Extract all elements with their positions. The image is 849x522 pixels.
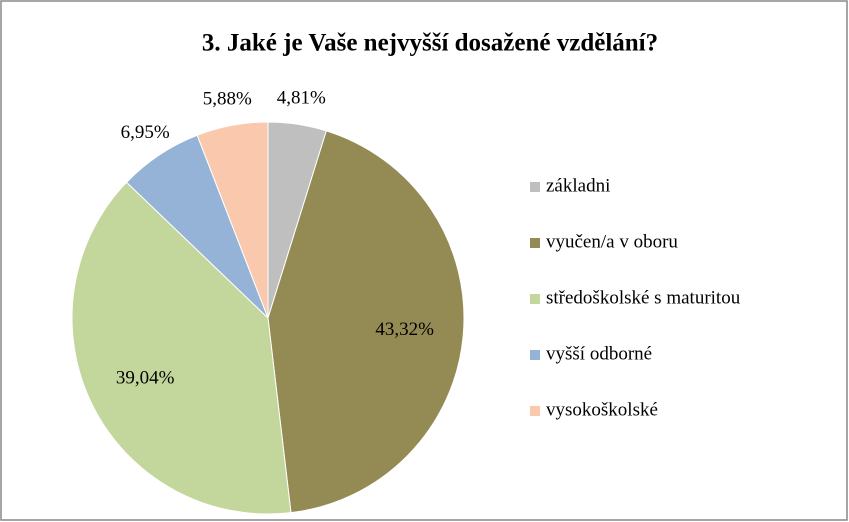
pie-slice bbox=[196, 121, 269, 319]
legend-swatch bbox=[530, 406, 540, 416]
legend-swatch bbox=[530, 182, 540, 192]
data-label: 39,04% bbox=[116, 367, 175, 388]
legend-label: základni bbox=[546, 175, 610, 196]
legend-swatch bbox=[530, 350, 540, 360]
data-label: 4,81% bbox=[277, 87, 326, 108]
legend-swatch bbox=[530, 238, 540, 248]
legend-label: vyučen/a v oboru bbox=[546, 231, 678, 252]
legend-label: vysokoškolské bbox=[546, 399, 658, 420]
chart-title: 3. Jaké je Vaše nejvyšší dosažené vzdělá… bbox=[202, 30, 658, 57]
legend-swatch bbox=[530, 294, 540, 304]
data-label: 6,95% bbox=[121, 122, 170, 143]
pie-slice bbox=[267, 130, 465, 514]
data-label: 5,88% bbox=[203, 89, 252, 110]
pie-slice bbox=[71, 181, 292, 515]
legend-label: vyšší odborné bbox=[546, 343, 652, 364]
data-label: 43,32% bbox=[375, 319, 434, 340]
legend-label: středoškolské s maturitou bbox=[546, 287, 741, 308]
